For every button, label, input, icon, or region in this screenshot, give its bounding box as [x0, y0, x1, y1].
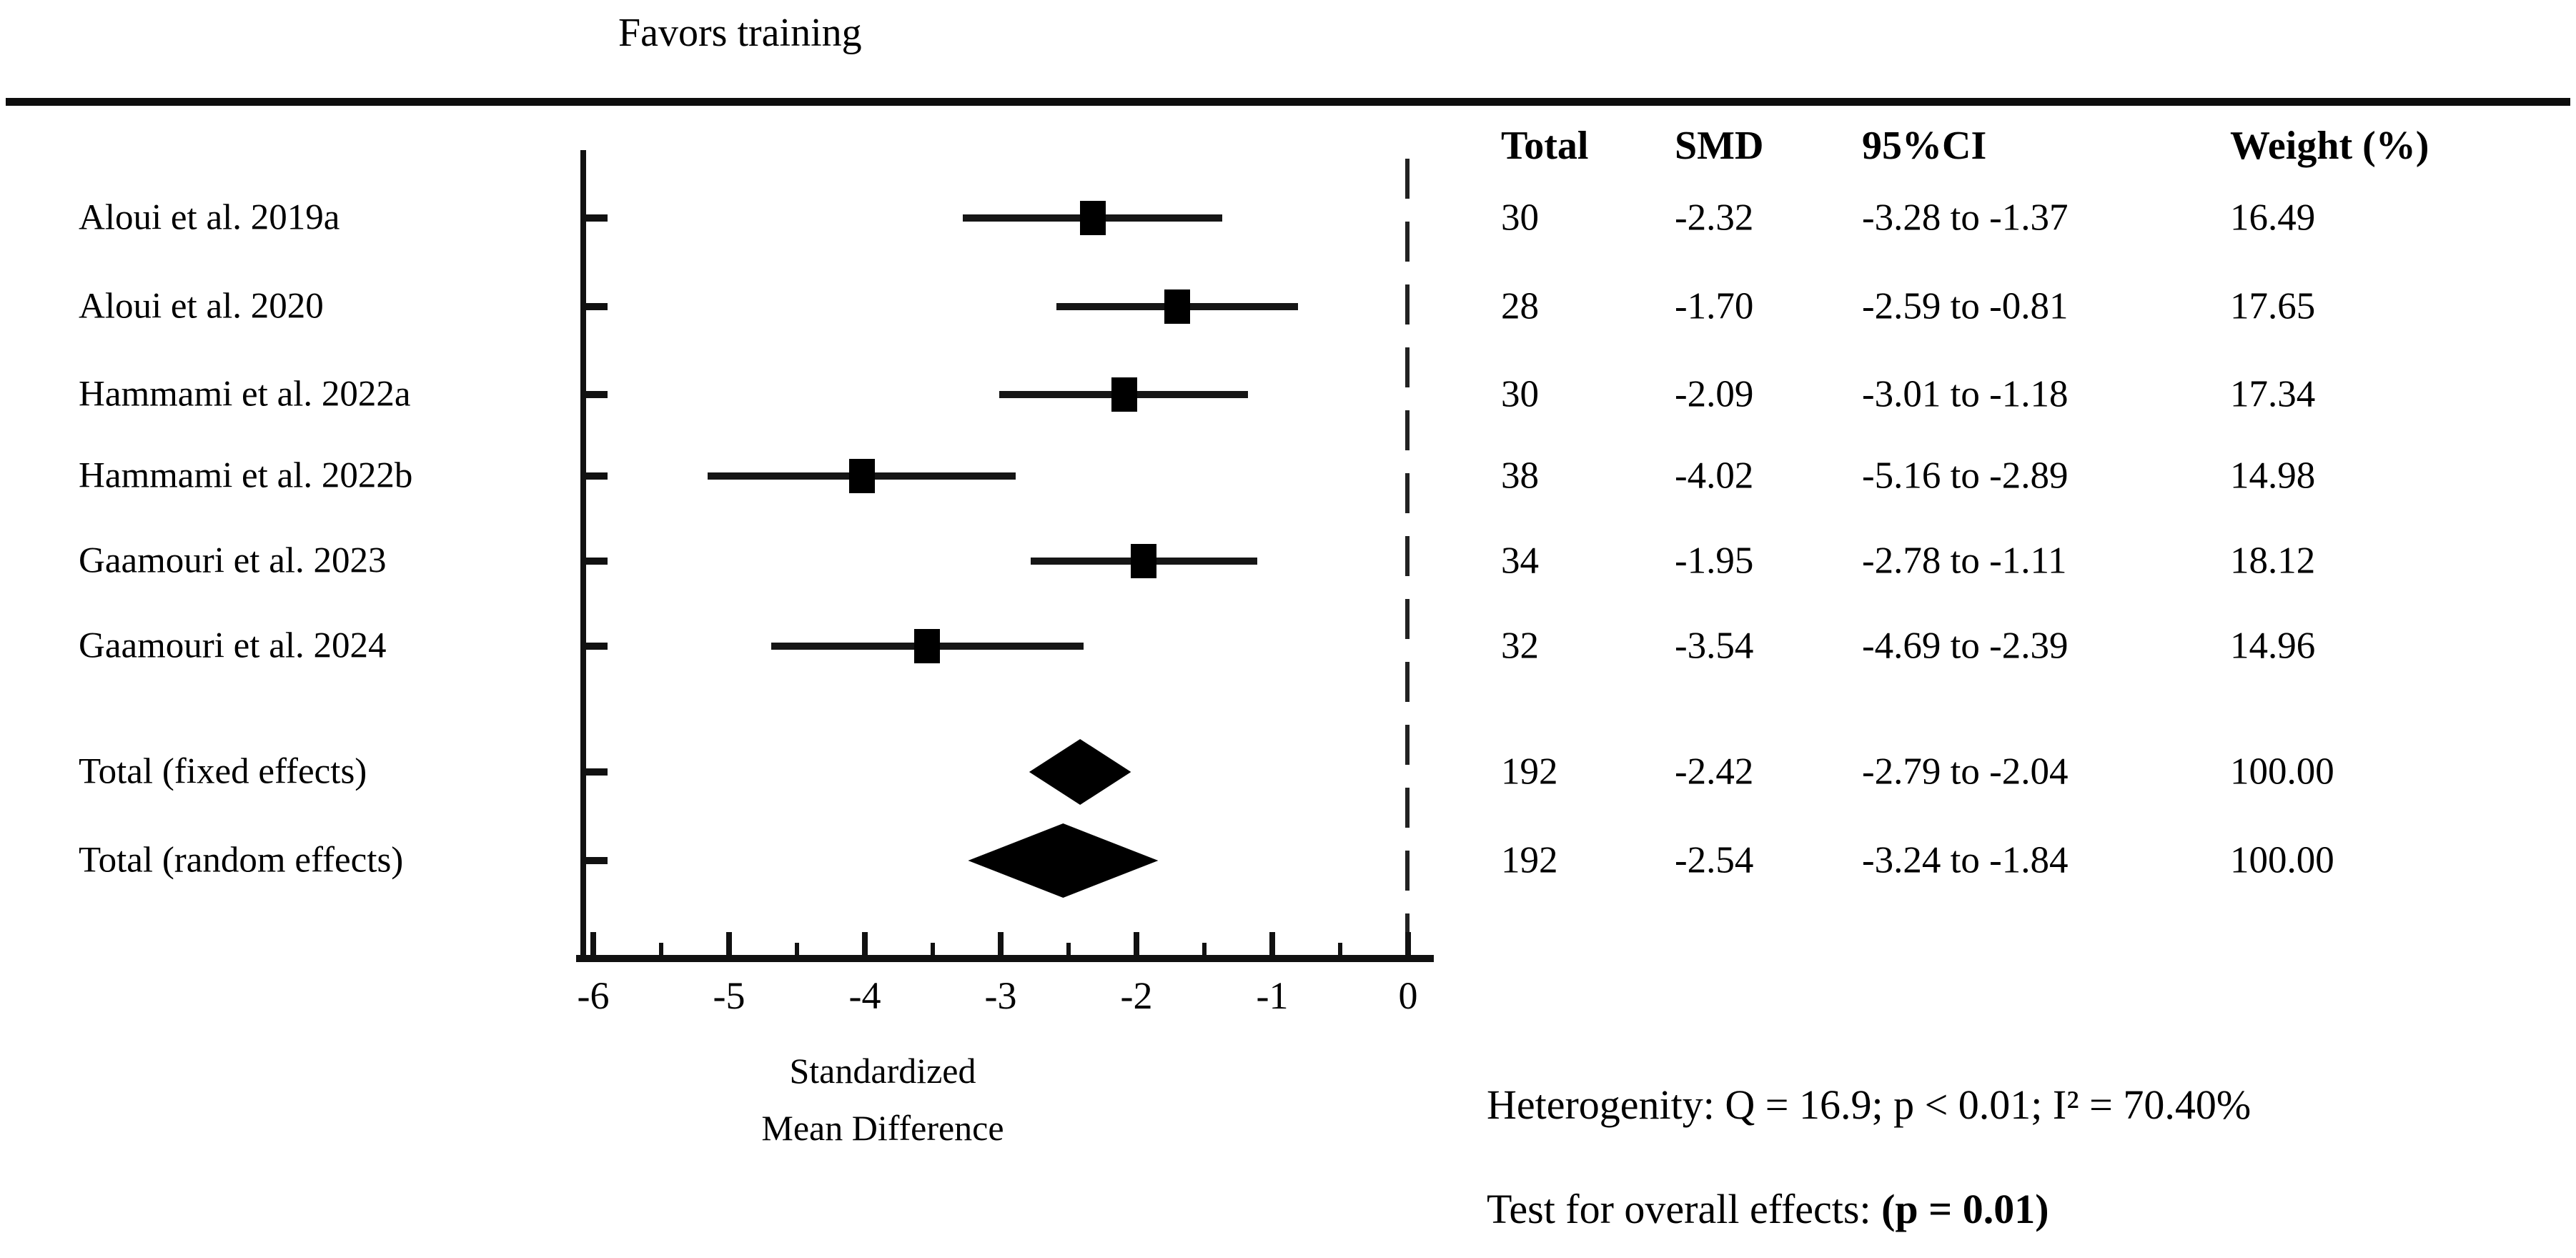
row-axis-tick: [580, 391, 608, 398]
study-label: Aloui et al. 2020: [79, 286, 324, 327]
column-header-smd: SMD: [1675, 124, 1764, 168]
column-header-weight: Weight (%): [2230, 124, 2429, 168]
point-estimate-marker: [1130, 544, 1156, 578]
table-cell-total: 192: [1501, 839, 1558, 881]
table-cell-smd: -2.54: [1675, 839, 1754, 881]
summary-diamond: [1029, 739, 1131, 805]
study-label: Aloui et al. 2019a: [79, 197, 340, 238]
table-cell-weight: 100.00: [2230, 751, 2334, 793]
table-cell-total: 28: [1501, 285, 1539, 327]
x-axis-major-tick: [862, 932, 868, 955]
table-cell-ci: -2.79 to -2.04: [1862, 751, 2069, 793]
overall-effects-stats: Test for overall effects: (p = 0.01): [1487, 1185, 2049, 1233]
row-axis-tick: [580, 303, 608, 310]
x-axis-major-tick: [1269, 932, 1275, 955]
x-axis-tick-label: -5: [713, 974, 745, 1017]
x-axis-line: [576, 955, 1434, 962]
x-axis-tick-label: -2: [1120, 974, 1153, 1017]
row-axis-tick: [580, 768, 608, 776]
table-cell-smd: -4.02: [1675, 455, 1754, 497]
column-header-total: Total: [1501, 124, 1589, 168]
overall-effects-prefix: Test for overall effects:: [1487, 1186, 1882, 1232]
x-axis-tick-label: -4: [848, 974, 881, 1017]
table-cell-ci: -4.69 to -2.39: [1862, 625, 2069, 667]
x-axis-tick-label: -3: [984, 974, 1017, 1017]
table-cell-total: 30: [1501, 373, 1539, 415]
row-axis-tick: [580, 558, 608, 565]
table-cell-weight: 14.96: [2230, 625, 2316, 667]
table-cell-smd: -1.70: [1675, 285, 1754, 327]
table-cell-smd: -2.09: [1675, 373, 1754, 415]
x-axis-minor-tick: [1066, 943, 1071, 955]
x-axis-major-tick: [1134, 932, 1139, 955]
table-cell-smd: -2.42: [1675, 751, 1754, 793]
table-cell-ci: -5.16 to -2.89: [1862, 455, 2069, 497]
table-cell-smd: -3.54: [1675, 625, 1754, 667]
x-axis-tick-label: -6: [577, 974, 610, 1017]
x-axis-minor-tick: [931, 943, 935, 955]
table-cell-ci: -2.78 to -1.11: [1862, 540, 2067, 582]
x-axis-minor-tick: [1338, 943, 1342, 955]
x-axis-minor-tick: [795, 943, 799, 955]
x-axis-title-line1: Standardized: [789, 1051, 976, 1091]
table-cell-total: 192: [1501, 751, 1558, 793]
table-cell-smd: -1.95: [1675, 540, 1754, 582]
total-label: Total (random effects): [79, 840, 404, 881]
point-estimate-marker: [914, 629, 941, 663]
x-axis-minor-tick: [659, 943, 663, 955]
table-cell-ci: -2.59 to -0.81: [1862, 285, 2069, 327]
row-axis-tick: [580, 857, 608, 864]
heterogeneity-stats: Heterogenity: Q = 16.9; p < 0.01; I² = 7…: [1487, 1081, 2251, 1128]
x-axis-tick-label: -1: [1256, 974, 1289, 1017]
table-cell-ci: -3.01 to -1.18: [1862, 373, 2069, 415]
point-estimate-marker: [1111, 377, 1137, 412]
zero-reference-dashed-line: [1405, 159, 1410, 956]
table-cell-ci: -3.24 to -1.84: [1862, 839, 2069, 881]
row-axis-tick: [580, 214, 608, 222]
x-axis-minor-tick: [1202, 943, 1207, 955]
table-cell-total: 30: [1501, 197, 1539, 239]
table-cell-weight: 16.49: [2230, 197, 2316, 239]
column-header-ci: 95%CI: [1862, 124, 1987, 168]
row-axis-tick: [580, 472, 608, 480]
x-axis-title-line2: Mean Difference: [761, 1108, 1004, 1148]
x-axis-major-tick: [726, 932, 732, 955]
x-axis-tick-label: 0: [1398, 974, 1418, 1017]
point-estimate-marker: [849, 459, 876, 493]
table-cell-weight: 18.12: [2230, 540, 2316, 582]
overall-effects-pvalue: (p = 0.01): [1881, 1186, 2049, 1232]
y-axis-line: [580, 150, 586, 962]
table-cell-weight: 17.65: [2230, 285, 2316, 327]
table-cell-ci: -3.28 to -1.37: [1862, 197, 2069, 239]
total-label: Total (fixed effects): [79, 751, 367, 792]
point-estimate-marker: [1164, 289, 1190, 324]
table-cell-total: 38: [1501, 455, 1539, 497]
table-cell-total: 32: [1501, 625, 1539, 667]
table-cell-weight: 17.34: [2230, 373, 2316, 415]
x-axis-major-tick: [1405, 932, 1411, 955]
favors-direction-label: Favors training: [618, 11, 862, 55]
x-axis-major-tick: [590, 932, 596, 955]
table-cell-weight: 100.00: [2230, 839, 2334, 881]
summary-diamond: [968, 823, 1159, 898]
table-cell-total: 34: [1501, 540, 1539, 582]
study-label: Gaamouri et al. 2024: [79, 625, 387, 666]
study-label: Gaamouri et al. 2023: [79, 540, 387, 581]
x-axis-major-tick: [998, 932, 1004, 955]
point-estimate-marker: [1080, 201, 1106, 235]
study-label: Hammami et al. 2022a: [79, 374, 411, 415]
top-rule-divider: [6, 98, 2570, 106]
table-cell-weight: 14.98: [2230, 455, 2316, 497]
row-axis-tick: [580, 643, 608, 650]
study-label: Hammami et al. 2022b: [79, 455, 413, 496]
table-cell-smd: -2.32: [1675, 197, 1754, 239]
